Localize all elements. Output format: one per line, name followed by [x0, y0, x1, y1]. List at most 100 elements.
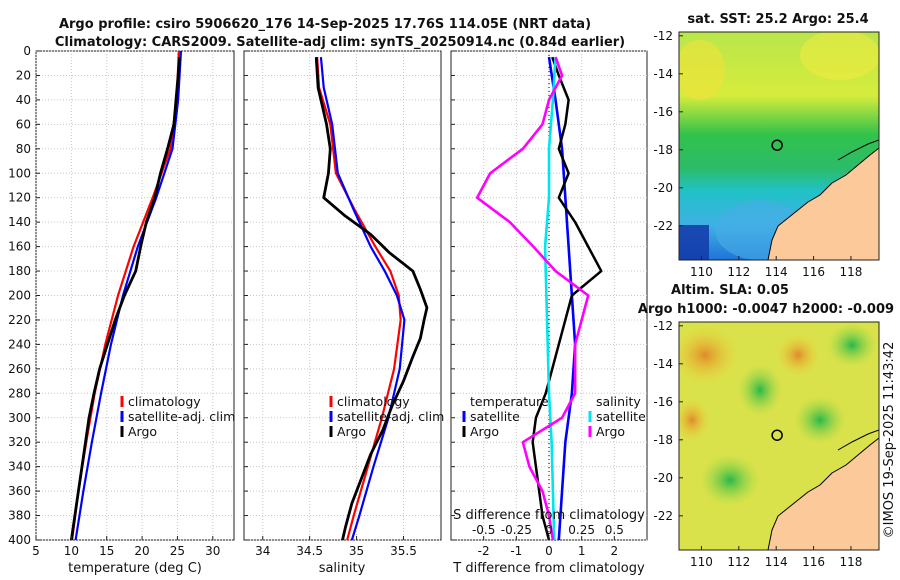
difference-ticks: -2 -1 0 1 2 -0.5 -0.25 0 0.25 0.5	[451, 50, 624, 558]
sla-high-patch	[679, 325, 739, 385]
sla-land	[767, 437, 879, 550]
sst-warm-patch	[800, 32, 879, 80]
x-tick-label: -1	[510, 544, 522, 558]
series-argo	[314, 57, 429, 541]
x-tick-label: 34.5	[296, 544, 323, 558]
series-salinity-argo	[475, 56, 590, 541]
y-tick-label: 120	[8, 191, 31, 205]
x-tick-label: 5	[32, 544, 40, 558]
lat-tick-label: -20	[653, 181, 673, 195]
s-tick-label: -0.25	[501, 523, 532, 537]
y-tick-label: 380	[8, 509, 31, 523]
temperature-grid	[35, 50, 234, 541]
y-tick-label: 400	[8, 533, 31, 547]
lon-tick-label: 118	[840, 555, 863, 569]
salinity-diff-legend: salinity satellite Argo	[588, 394, 646, 439]
x-tick-label: 34	[255, 544, 270, 558]
legend-label-satellite: satellite-adj. clim	[337, 409, 444, 424]
lon-tick-label: 110	[690, 265, 713, 279]
s-tick-label: 0.25	[568, 523, 595, 537]
difference-xlabel-top: S difference from climatology	[453, 508, 645, 523]
lat-tick-label: -16	[653, 105, 673, 119]
lon-tick-label: 114	[765, 265, 788, 279]
argo-position-marker	[771, 139, 783, 151]
temperature-legend: climatology satellite-adj. clim Argo	[120, 394, 235, 439]
legend-label-temp-argo: Argo	[470, 424, 499, 439]
sla-map-title: Altim. SLA: 0.05	[671, 283, 789, 298]
legend-label-argo: Argo	[337, 424, 366, 439]
temperature-series	[69, 50, 183, 541]
y-tick-label: 60	[16, 117, 31, 131]
temperature-ticks: 5 10 15 20 25 3002040608010012014016018020022…	[8, 44, 220, 558]
difference-panel: -2 -1 0 1 2 -0.5 -0.25 0 0.25 0.5 T difference fr…	[450, 50, 648, 576]
y-tick-label: 360	[8, 484, 31, 498]
temperature-panel: 5 10 15 20 25 3002040608010012014016018020022…	[8, 44, 235, 576]
x-tick-label: 0	[545, 544, 553, 558]
lat-tick-label: -18	[653, 143, 673, 157]
y-tick-label: 80	[16, 142, 31, 156]
salinity-legend: climatology satellite-adj. clim Argo	[329, 394, 444, 439]
legend-label-climatology: climatology	[337, 394, 410, 409]
sst-land	[767, 147, 879, 260]
series-satellite-adj-clim	[319, 57, 406, 541]
salinity-series	[314, 57, 429, 541]
sst-cold-patch	[679, 225, 709, 260]
y-tick-label: 40	[16, 93, 31, 107]
temperature-xlabel: temperature (deg C)	[68, 561, 202, 576]
y-tick-label: 300	[8, 411, 31, 425]
sla-low-patch	[738, 364, 782, 416]
salinity-axes-frame	[243, 50, 442, 541]
y-tick-label: 200	[8, 289, 31, 303]
series-temperature-argo	[531, 56, 603, 541]
temperature-diff-legend: temperature satellite Argo	[462, 394, 549, 439]
lon-tick-label: 112	[727, 265, 750, 279]
legend-title-temperature: temperature	[470, 394, 549, 409]
lon-tick-label: 116	[802, 265, 825, 279]
difference-xlabel: T difference from climatology	[452, 561, 645, 576]
lat-tick-label: -22	[653, 219, 673, 233]
legend-label-sal-argo: Argo	[596, 424, 625, 439]
salinity-ticks: 34 34.5 35 35.5	[244, 50, 417, 558]
lat-tick-label: -12	[653, 29, 673, 43]
lat-tick-label: -14	[653, 67, 673, 81]
y-tick-label: 140	[8, 215, 31, 229]
argo-position-marker	[771, 429, 783, 441]
x-tick-label: 10	[64, 544, 79, 558]
sst-isobath	[837, 139, 879, 161]
sst-map-frame	[678, 31, 880, 261]
y-tick-label: 100	[8, 166, 31, 180]
sst-map-ticks: 110 112 114 116 118 -12 -14 -16 -18 -20 -22	[653, 29, 862, 279]
sst-map-panel: sat. SST: 25.2 Argo: 25.4 110 112 114 116 11…	[653, 12, 880, 279]
x-tick-label: 35	[349, 544, 364, 558]
lat-tick-label: -14	[653, 357, 673, 371]
x-tick-label: 2	[611, 544, 619, 558]
title-line-2: Climatology: CARS2009. Satellite-adj cli…	[55, 35, 625, 50]
x-tick-label: 20	[134, 544, 149, 558]
legend-label-temp-satellite: satellite	[470, 409, 520, 424]
lat-tick-label: -16	[653, 395, 673, 409]
sst-warm-patch	[679, 40, 725, 100]
x-tick-label: 15	[99, 544, 114, 558]
x-tick-label: 30	[205, 544, 220, 558]
lat-tick-label: -18	[653, 433, 673, 447]
lon-tick-label: 118	[840, 265, 863, 279]
difference-series	[475, 56, 603, 541]
y-tick-label: 260	[8, 362, 31, 376]
difference-grid	[451, 50, 647, 541]
x-tick-label: -2	[478, 544, 490, 558]
x-tick-label: 1	[578, 544, 586, 558]
title-line-1: Argo profile: csiro 5906620_176 14-Sep-2…	[59, 17, 591, 32]
sla-map-subtitle: Argo h1000: -0.0047 h2000: -0.009	[638, 302, 894, 317]
y-tick-label: 320	[8, 435, 31, 449]
sla-low-patch	[794, 396, 846, 444]
sst-map-title: sat. SST: 25.2 Argo: 25.4	[687, 12, 868, 27]
s-tick-label: -0.5	[472, 523, 495, 537]
lon-tick-label: 112	[727, 555, 750, 569]
lat-tick-label: -20	[653, 471, 673, 485]
sla-map-ticks: 110 112 114 116 118 -12 -14 -16 -18 -20 -22	[653, 319, 862, 569]
legend-title-salinity: salinity	[596, 394, 641, 409]
x-tick-label: 25	[170, 544, 185, 558]
y-tick-label: 180	[8, 264, 31, 278]
y-tick-label: 280	[8, 386, 31, 400]
sla-isobath	[837, 429, 879, 451]
